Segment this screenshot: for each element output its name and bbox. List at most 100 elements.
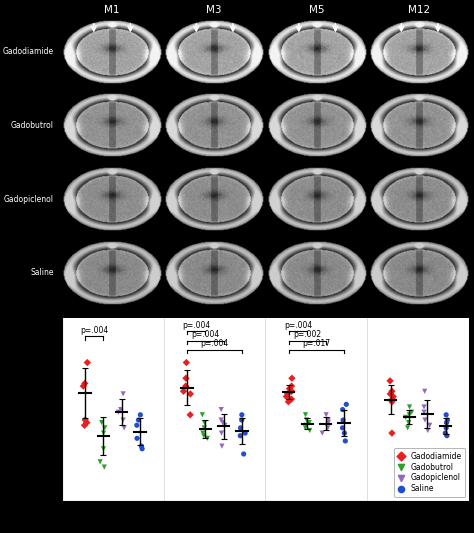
Point [443,418,450,427]
Point [389,395,396,403]
Point [100,445,107,453]
Point [420,408,428,416]
Point [240,450,247,458]
Point [421,387,428,395]
Point [81,421,88,430]
Point [288,382,295,390]
Point [120,424,128,432]
Text: Gadodiamide: Gadodiamide [2,47,54,56]
Point [238,410,246,419]
Point [187,390,194,398]
Point [119,390,127,398]
Point [404,424,411,432]
Point [343,400,350,409]
Point [137,410,144,419]
Point [301,424,309,432]
Point [186,410,194,419]
Point [389,392,397,401]
Title: M3: M3 [206,5,222,15]
Point [319,429,326,438]
Point [237,431,244,440]
Point [133,434,141,442]
Point [386,390,394,398]
Point [221,421,229,430]
Point [119,416,127,424]
Point [81,379,89,387]
Point [182,382,190,390]
Point [80,382,87,390]
Point [199,410,206,419]
Point [339,424,346,432]
Point [83,358,91,367]
Text: p=.017: p=.017 [302,340,330,349]
Point [408,408,415,416]
Point [237,424,244,432]
Point [402,413,410,422]
Point [203,434,211,442]
Point [133,421,141,430]
Point [201,418,208,427]
Point [405,418,412,427]
Point [218,429,225,438]
Point [442,424,450,432]
Point [98,418,106,427]
Point [138,445,146,453]
Point [406,403,413,411]
Point [306,426,313,435]
Point [286,384,293,393]
Point [283,392,290,401]
Point [303,421,310,430]
Title: M5: M5 [309,5,325,15]
Point [288,395,295,403]
Text: p=.002: p=.002 [293,330,321,339]
Point [325,416,332,424]
Point [100,463,108,471]
Point [406,410,413,419]
Text: p=.004: p=.004 [182,321,210,329]
Point [182,358,190,367]
Point [288,387,296,395]
Text: p=.004: p=.004 [201,340,228,349]
Point [303,416,310,424]
Point [83,418,91,427]
Y-axis label: DCN-to-brain stem ratio: DCN-to-brain stem ratio [26,359,35,460]
Point [218,442,226,450]
Point [101,424,109,432]
Point [388,398,396,406]
Point [388,387,396,395]
Text: Saline: Saline [30,268,54,277]
Point [199,429,207,438]
Point [325,418,332,427]
Point [421,416,429,424]
Text: p=.004: p=.004 [191,330,219,339]
Point [241,429,249,438]
Point [219,418,227,427]
Text: p=.004: p=.004 [80,326,109,335]
Point [339,405,346,414]
Point [442,410,450,419]
Point [288,374,296,383]
Point [82,416,89,424]
Point [135,416,142,424]
Point [339,416,347,424]
Point [305,418,313,427]
Point [180,387,187,395]
Point [322,410,330,419]
Point [386,377,394,385]
Point [200,431,208,440]
Point [426,421,434,430]
Point [117,405,125,414]
Point [284,398,292,406]
Legend: Gadodiamide, Gadobutrol, Gadopiclenol, Saline: Gadodiamide, Gadobutrol, Gadopiclenol, S… [394,448,465,497]
Point [441,429,449,438]
Text: p=.004: p=.004 [284,321,312,329]
Point [424,426,432,435]
Point [182,374,190,383]
Point [238,416,246,424]
Point [96,457,104,466]
Text: Gadobutrol: Gadobutrol [10,121,54,130]
Point [420,403,428,411]
Point [217,416,225,424]
Point [341,429,348,438]
Point [100,429,107,438]
